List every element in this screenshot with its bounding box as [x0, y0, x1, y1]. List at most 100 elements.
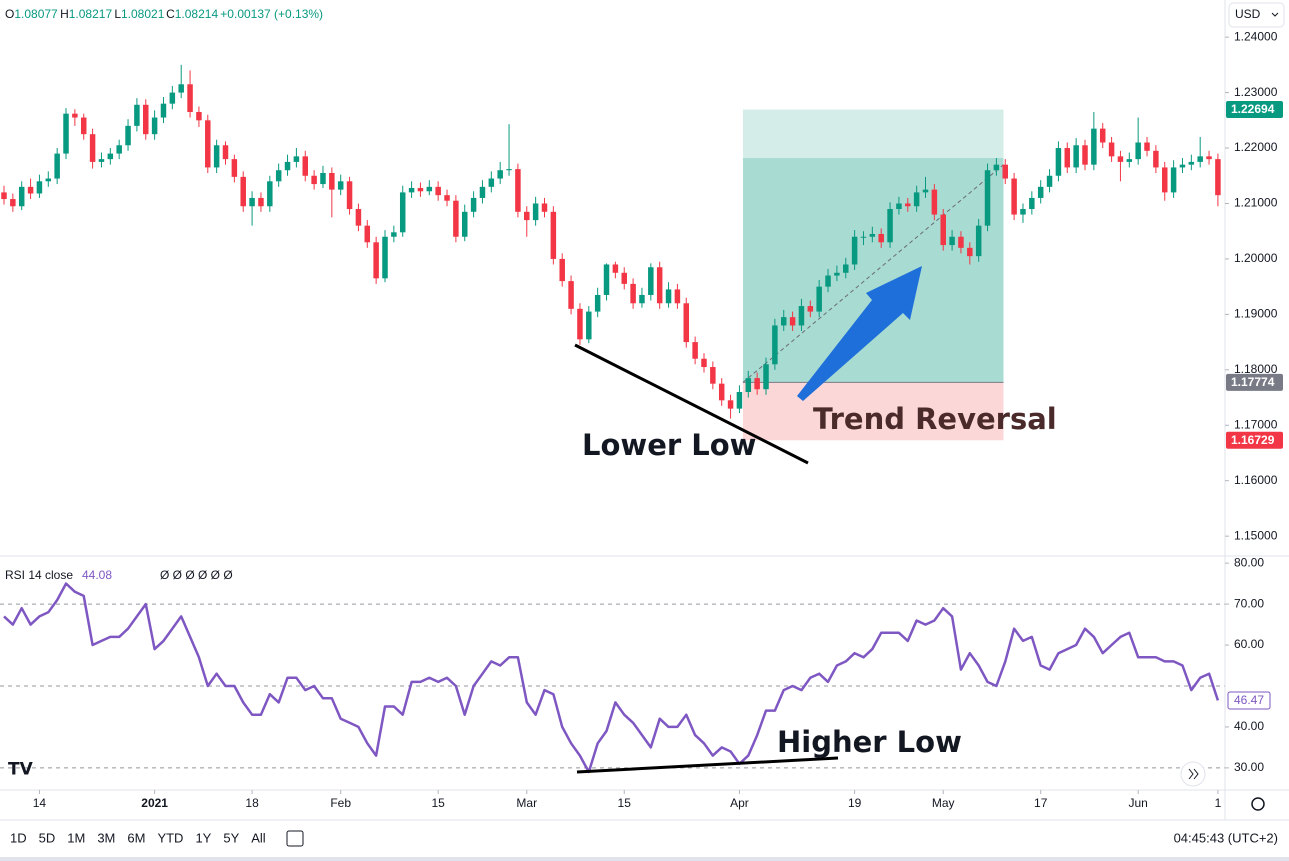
candle-body — [160, 103, 167, 118]
x-tick-label: May — [932, 796, 955, 810]
candle-body — [639, 294, 645, 304]
x-tick-label: 17 — [1034, 796, 1048, 810]
candle-body — [36, 181, 43, 194]
y-tick-label: 1.16000 — [1234, 473, 1278, 487]
range-button[interactable]: 6M — [127, 830, 145, 845]
candle-body — [382, 236, 388, 279]
higher-low-label: Higher Low — [777, 725, 962, 759]
candle-body — [931, 189, 938, 215]
y-tick-label: 1.20000 — [1234, 251, 1278, 265]
candle-body — [834, 272, 840, 276]
candle-body — [453, 200, 459, 237]
candle-body — [497, 170, 503, 179]
candle-body — [949, 236, 955, 246]
range-button[interactable]: 1Y — [195, 830, 211, 845]
candle-body — [843, 264, 849, 273]
candle-body — [329, 172, 335, 190]
y-tick-label: 1.19000 — [1234, 307, 1278, 321]
currency-dropdown[interactable] — [1228, 2, 1285, 28]
scroll-icon — [1188, 768, 1194, 780]
candle-body — [905, 203, 911, 207]
candle-body — [869, 233, 876, 237]
higher-low-line — [576, 756, 839, 774]
date-range-button[interactable] — [286, 830, 304, 847]
rsi-value-tag — [1227, 691, 1271, 710]
legend-value: 1.08077 — [14, 7, 58, 21]
candle-body — [789, 317, 796, 326]
candle-body — [1, 192, 7, 200]
candle-body — [816, 286, 822, 312]
range-button[interactable]: YTD — [157, 830, 183, 845]
candle-body — [772, 325, 778, 365]
candle-body — [399, 192, 406, 233]
ohlc-legend: O1.08077OH1.08217HL1.08021LC1.08214C+0.0… — [5, 7, 323, 21]
range-button[interactable]: 1D — [10, 830, 27, 845]
clock: 04:45:43 (UTC+2) — [1174, 830, 1278, 845]
candle-body — [311, 175, 317, 185]
candle-body — [967, 247, 973, 257]
trend-reversal-label: Trend Reversal — [813, 402, 1057, 436]
candle-body — [444, 195, 450, 201]
candle-body — [798, 306, 805, 326]
candle-body — [665, 289, 672, 304]
candle-body — [470, 197, 477, 212]
candle-body — [45, 178, 52, 182]
range-button[interactable]: All — [251, 830, 266, 845]
candle-body — [240, 176, 246, 207]
candle-body — [1144, 142, 1150, 151]
x-tick-label: Mar — [516, 796, 537, 810]
candle-body — [80, 117, 87, 135]
stop-tag — [1226, 431, 1283, 449]
candle-body — [1020, 209, 1026, 215]
candle-body — [860, 236, 867, 238]
candle-body — [1091, 128, 1097, 165]
legend-value: 1.08021 — [121, 7, 165, 21]
candle-body — [807, 306, 814, 312]
x-tick-label: 2021 — [141, 796, 168, 810]
range-button[interactable]: 1M — [67, 830, 85, 845]
range-button[interactable]: 3M — [97, 830, 115, 845]
candle-body — [1037, 186, 1044, 198]
candle-body — [479, 186, 486, 198]
x-tick-label: 1 — [1215, 796, 1222, 810]
target-tag — [1226, 101, 1283, 119]
legend-change: +0.00137 (+0.13%) — [220, 7, 323, 21]
candle-body — [506, 169, 512, 171]
range-button[interactable]: 5Y — [223, 830, 239, 845]
x-tick-label: 15 — [618, 796, 632, 810]
candle-body — [222, 145, 229, 160]
candle-body — [958, 236, 964, 248]
candle-body — [462, 211, 468, 237]
candle-body — [718, 383, 725, 401]
candle-body — [975, 225, 982, 257]
candle-body — [532, 203, 539, 221]
x-tick-label: 19 — [848, 796, 862, 810]
candle-body — [408, 187, 415, 193]
y-tick-label: 1.21000 — [1234, 196, 1278, 210]
candle-body — [630, 283, 636, 304]
legend-key: C — [166, 7, 175, 21]
y-tick-label: 1.15000 — [1234, 528, 1278, 542]
y-tick-label: 30.00 — [1234, 760, 1264, 774]
candle-body — [293, 156, 300, 162]
range-button[interactable]: 5D — [39, 830, 56, 845]
candle-body — [1064, 148, 1071, 168]
candle-body — [736, 391, 743, 409]
candle-body — [887, 209, 893, 243]
candle-body — [603, 264, 610, 295]
candle-body — [612, 264, 619, 273]
candle-body — [656, 267, 663, 304]
dropdown-chevron — [1271, 12, 1279, 17]
candle-body — [1188, 161, 1195, 165]
currency-label[interactable]: USD — [1235, 7, 1261, 21]
x-tick-label: Apr — [730, 796, 749, 810]
candle-body — [648, 267, 654, 295]
candle-body — [1162, 167, 1168, 193]
candle-body — [1011, 178, 1017, 215]
candle-body — [63, 113, 69, 154]
candle-body — [710, 367, 716, 384]
candle-body — [435, 186, 441, 196]
candle-body — [1099, 128, 1106, 143]
settings-button[interactable] — [1251, 797, 1265, 811]
candle-body — [98, 159, 105, 162]
